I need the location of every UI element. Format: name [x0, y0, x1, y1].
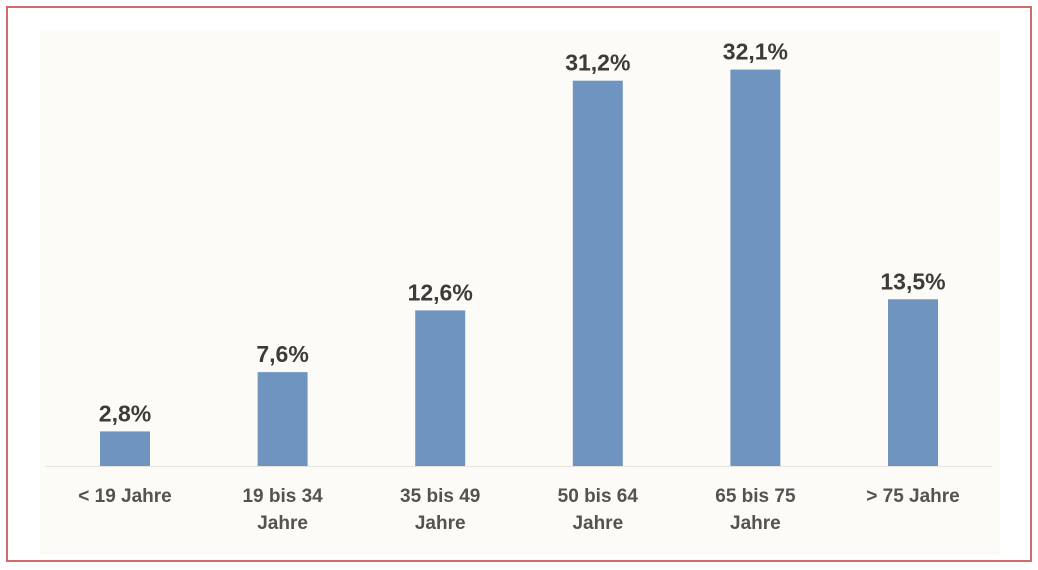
value-label: 12,6% [408, 279, 473, 305]
x-tick-label: < 19 Jahre [78, 486, 172, 507]
value-label: 2,8% [99, 400, 151, 426]
bar [572, 80, 623, 467]
bar [730, 69, 781, 466]
x-tick-label: 19 bis 34 Jahre [242, 486, 323, 534]
x-tick-label: 35 bis 49 Jahre [400, 486, 481, 534]
x-tick-label: > 75 Jahre [866, 486, 960, 507]
value-label: 7,6% [256, 341, 308, 367]
value-label: 32,1% [723, 39, 788, 65]
bar [888, 299, 938, 466]
bar [100, 431, 150, 466]
value-label: 13,5% [880, 268, 945, 294]
x-tick-label: 65 bis 75 Jahre [715, 486, 796, 534]
value-label: 31,2% [565, 50, 630, 76]
bar [257, 372, 308, 466]
bar [415, 310, 466, 466]
plot-background [40, 30, 1000, 555]
x-tick-label: 50 bis 64 Jahre [557, 486, 638, 534]
